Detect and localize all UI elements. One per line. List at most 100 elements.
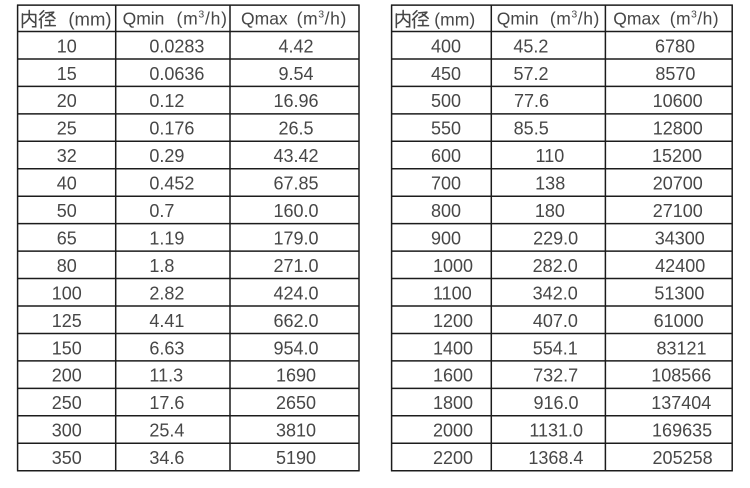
svg-text:85.5: 85.5 [514, 119, 549, 139]
svg-text:32: 32 [57, 146, 77, 166]
svg-text:424.0: 424.0 [273, 283, 318, 303]
svg-text:180: 180 [535, 201, 565, 221]
svg-text:61000: 61000 [654, 311, 704, 331]
svg-text:67.85: 67.85 [273, 174, 318, 194]
svg-text:3810: 3810 [276, 421, 316, 441]
svg-text:1800: 1800 [433, 393, 473, 413]
svg-text:0.452: 0.452 [149, 174, 194, 194]
svg-text:271.0: 271.0 [273, 256, 318, 276]
svg-text:916.0: 916.0 [533, 393, 578, 413]
svg-text:160.0: 160.0 [273, 201, 318, 221]
svg-text:2650: 2650 [276, 393, 316, 413]
svg-text:5190: 5190 [276, 448, 316, 468]
svg-text:150: 150 [52, 338, 82, 358]
svg-text:8570: 8570 [655, 64, 695, 84]
svg-text:51300: 51300 [654, 283, 704, 303]
svg-text:1.19: 1.19 [149, 228, 184, 248]
svg-text:80: 80 [57, 256, 77, 276]
svg-text:137404: 137404 [651, 393, 711, 413]
svg-text:550: 550 [431, 119, 461, 139]
svg-text:11.3: 11.3 [149, 366, 183, 386]
svg-text:(mm): (mm) [68, 8, 111, 29]
svg-text:15: 15 [57, 64, 77, 84]
svg-text:205258: 205258 [653, 448, 713, 468]
svg-text:34.6: 34.6 [149, 448, 184, 468]
svg-text:1400: 1400 [433, 338, 473, 358]
svg-text:12800: 12800 [653, 119, 703, 139]
svg-text:300: 300 [52, 421, 82, 441]
svg-text:0.7: 0.7 [149, 201, 174, 221]
svg-text:400: 400 [431, 36, 461, 56]
svg-text:45.2: 45.2 [513, 36, 548, 56]
svg-text:2.82: 2.82 [149, 283, 184, 303]
svg-text:179.0: 179.0 [273, 228, 318, 248]
svg-text:Qmin: Qmin [123, 9, 165, 29]
svg-text:Qmax: Qmax [241, 9, 288, 29]
svg-text:2200: 2200 [433, 448, 473, 468]
svg-text:10600: 10600 [653, 91, 703, 111]
svg-text:1200: 1200 [433, 311, 473, 331]
svg-text:1.8: 1.8 [149, 256, 174, 276]
svg-text:(m3/h): (m3/h) [670, 8, 719, 28]
svg-text:342.0: 342.0 [533, 283, 578, 303]
svg-text:25: 25 [57, 119, 77, 139]
svg-text:100: 100 [52, 283, 82, 303]
svg-text:138: 138 [535, 174, 565, 194]
svg-text:4.41: 4.41 [149, 311, 184, 331]
svg-text:Qmin: Qmin [497, 9, 539, 29]
svg-text:1000: 1000 [433, 256, 473, 276]
svg-text:4.42: 4.42 [278, 36, 313, 56]
svg-text:350: 350 [52, 448, 82, 468]
svg-text:(m3/h): (m3/h) [297, 8, 347, 28]
svg-text:0.0283: 0.0283 [149, 36, 204, 56]
svg-text:800: 800 [431, 201, 461, 221]
svg-text:954.0: 954.0 [273, 338, 318, 358]
svg-text:(m3/h): (m3/h) [550, 8, 600, 28]
svg-text:0.12: 0.12 [149, 91, 184, 111]
svg-text:2000: 2000 [433, 421, 473, 441]
svg-text:83121: 83121 [656, 338, 706, 358]
svg-text:10: 10 [57, 36, 77, 56]
svg-text:732.7: 732.7 [533, 366, 578, 386]
svg-text:125: 125 [52, 311, 82, 331]
svg-text:1368.4: 1368.4 [528, 448, 583, 468]
svg-text:6780: 6780 [655, 36, 695, 56]
svg-text:20700: 20700 [653, 174, 703, 194]
svg-text:15200: 15200 [652, 146, 702, 166]
svg-text:250: 250 [52, 393, 82, 413]
svg-text:42400: 42400 [655, 256, 705, 276]
svg-text:600: 600 [431, 146, 461, 166]
svg-text:108566: 108566 [651, 366, 711, 386]
svg-text:43.42: 43.42 [273, 146, 318, 166]
svg-text:77.6: 77.6 [514, 91, 549, 111]
svg-text:0.176: 0.176 [149, 119, 194, 139]
svg-text:20: 20 [57, 91, 77, 111]
svg-text:662.0: 662.0 [273, 311, 318, 331]
svg-text:26.5: 26.5 [278, 119, 313, 139]
svg-text:0.29: 0.29 [149, 146, 184, 166]
svg-text:9.54: 9.54 [278, 64, 313, 84]
svg-text:110: 110 [536, 146, 565, 166]
svg-text:34300: 34300 [655, 228, 705, 248]
svg-text:(m3/h): (m3/h) [177, 8, 228, 28]
svg-text:1131.0: 1131.0 [529, 421, 583, 441]
svg-text:16.96: 16.96 [273, 91, 318, 111]
svg-text:500: 500 [431, 91, 461, 111]
svg-text:40: 40 [57, 174, 77, 194]
svg-text:200: 200 [52, 366, 82, 386]
svg-text:407.0: 407.0 [533, 311, 578, 331]
svg-text:1690: 1690 [276, 366, 316, 386]
svg-text:0.0636: 0.0636 [149, 64, 204, 84]
svg-text:450: 450 [431, 64, 461, 84]
svg-text:900: 900 [431, 228, 461, 248]
svg-text:Qmax: Qmax [613, 9, 660, 29]
svg-text:1100: 1100 [433, 283, 472, 303]
svg-text:1600: 1600 [433, 366, 473, 386]
svg-text:700: 700 [431, 174, 461, 194]
svg-text:6.63: 6.63 [149, 338, 184, 358]
svg-text:282.0: 282.0 [533, 256, 578, 276]
svg-text:25.4: 25.4 [149, 421, 184, 441]
svg-text:50: 50 [57, 201, 77, 221]
svg-text:(mm): (mm) [434, 9, 475, 29]
svg-text:554.1: 554.1 [533, 338, 578, 358]
